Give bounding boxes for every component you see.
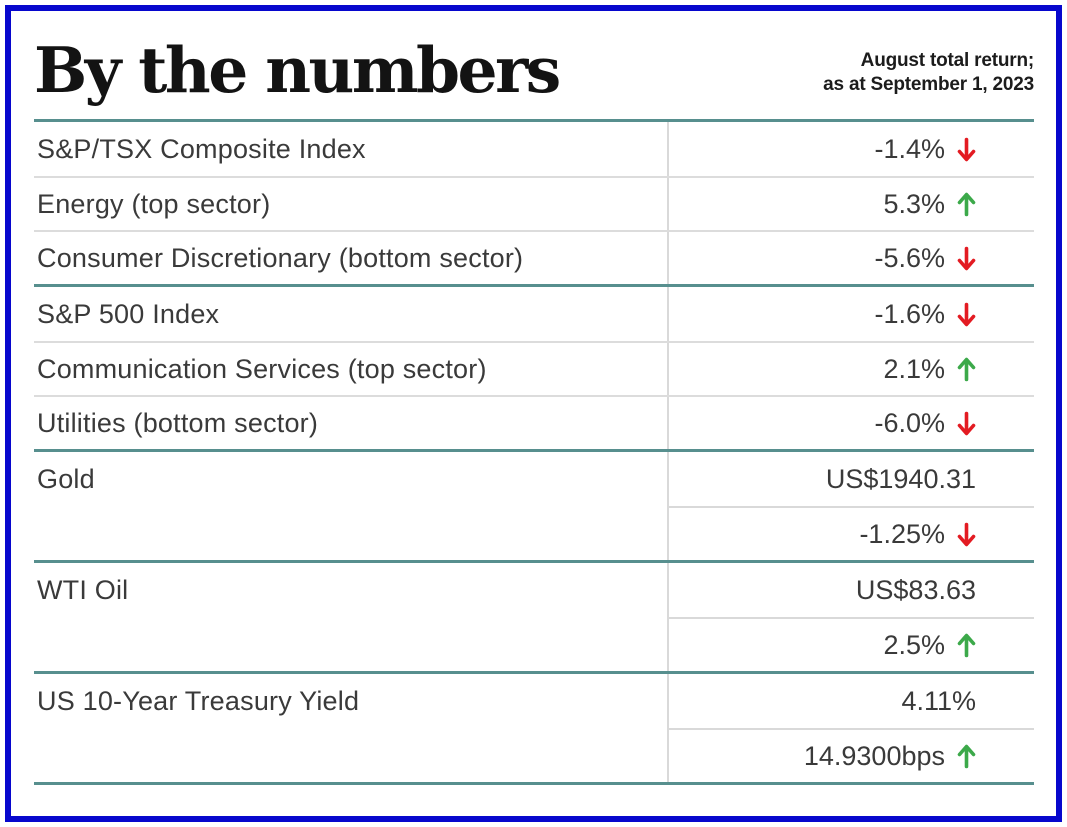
row-label: S&P/TSX Composite Index [37,133,366,164]
row-label: Utilities (bottom sector) [37,407,319,438]
row-value: 2.1% [667,343,1034,395]
row-value: US$1940.31 [669,452,1034,506]
table-row: S&P 500 Index -1.6% [34,287,1034,341]
value-stack: 4.11% 14.9300bps [667,674,1034,782]
change-arrow-icon [957,522,976,547]
table-row: Utilities (bottom sector) -6.0% [34,395,1034,449]
value-text: -6.0% [874,407,945,438]
table-group-gold: Gold US$1940.31 -1.25% [34,449,1034,560]
value-text: 5.3% [883,188,945,219]
row-value: -1.6% [667,287,1034,341]
change-arrow-icon [957,411,976,436]
change-arrow-icon [957,302,976,327]
change-arrow-icon [957,246,976,271]
table-row: Consumer Discretionary (bottom sector) -… [34,230,1034,284]
row-value: US$83.63 [669,563,1034,617]
row-value: -5.6% [667,232,1034,284]
arrow-up-icon [957,192,976,216]
arrow-up-icon [957,633,976,657]
row-value: 5.3% [667,178,1034,230]
row-label: Communication Services (top sector) [37,353,487,384]
table-row: S&P/TSX Composite Index -1.4% [34,122,1034,176]
arrow-down-icon [957,137,976,161]
row-label: WTI Oil [37,574,129,605]
subtitle-line-2: as at September 1, 2023 [823,74,1034,95]
change-arrow-icon [957,137,976,162]
header: By the numbers August total return; as a… [11,11,1056,119]
table-row: Communication Services (top sector) 2.1% [34,341,1034,395]
value-text: US$1940.31 [825,463,976,494]
row-value: 14.9300bps [669,728,1034,782]
row-value: -1.25% [669,506,1034,560]
header-subtitle: August total return; as at September 1, … [823,39,1034,97]
table-group-wti-oil: WTI Oil US$83.63 2.5% [34,560,1034,671]
page-title: By the numbers [34,32,561,107]
row-value: 4.11% [669,674,1034,728]
arrow-up-icon [957,357,976,381]
change-arrow-icon [957,633,976,658]
value-text: -5.6% [874,242,945,273]
row-value: -6.0% [667,397,1034,449]
value-text: 14.9300bps [803,740,945,771]
value-stack: US$83.63 2.5% [667,563,1034,671]
row-label: Consumer Discretionary (bottom sector) [37,242,524,273]
value-stack: US$1940.31 -1.25% [667,452,1034,560]
arrow-down-icon [957,522,976,546]
change-arrow-icon [957,744,976,769]
arrow-down-icon [957,246,976,270]
table-group-tsx: S&P/TSX Composite Index -1.4% Energy (to… [34,119,1034,284]
arrow-up-icon [957,744,976,768]
arrow-down-icon [957,302,976,326]
value-text: 2.1% [883,353,945,384]
row-label: Gold [37,463,95,494]
value-text: 2.5% [883,629,945,660]
table-group-treasury: US 10-Year Treasury Yield 4.11% 14.9300b… [34,671,1034,782]
subtitle-line-1: August total return; [860,49,1035,71]
table-row: Energy (top sector) 5.3% [34,176,1034,230]
data-table: S&P/TSX Composite Index -1.4% Energy (to… [34,119,1034,785]
value-text: 4.11% [901,685,976,716]
infographic-frame: By the numbers August total return; as a… [5,5,1062,822]
row-value: 2.5% [669,617,1034,671]
change-arrow-icon [957,192,976,217]
row-value: -1.4% [667,122,1034,176]
value-text: -1.6% [874,298,945,329]
row-label: US 10-Year Treasury Yield [37,685,360,716]
value-text: -1.25% [859,518,945,549]
change-arrow-icon [957,357,976,382]
value-text: -1.4% [874,133,945,164]
arrow-down-icon [957,411,976,435]
table-group-sp500: S&P 500 Index -1.6% Communication Servic… [34,284,1034,449]
value-text: US$83.63 [855,574,976,605]
row-label: Energy (top sector) [37,188,271,219]
row-label: S&P 500 Index [37,298,220,329]
